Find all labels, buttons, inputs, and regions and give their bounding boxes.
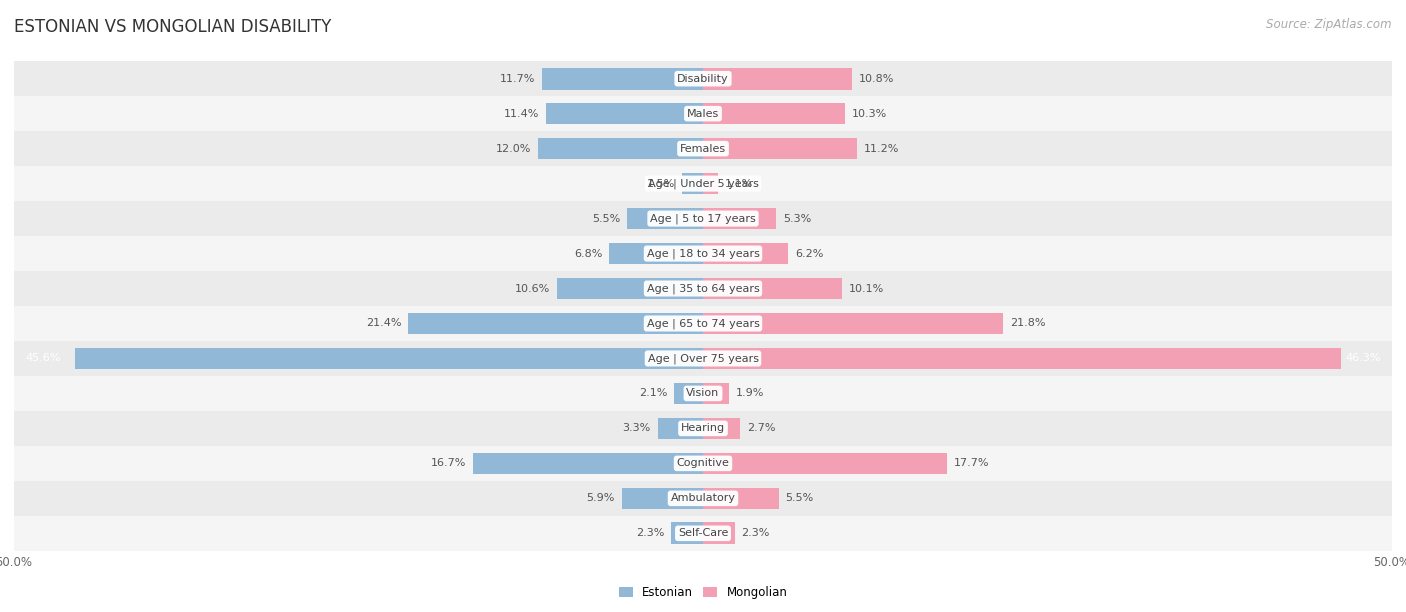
Bar <box>703 243 789 264</box>
Text: 3.3%: 3.3% <box>623 424 651 433</box>
Bar <box>703 278 842 299</box>
Bar <box>703 138 858 160</box>
Text: 2.3%: 2.3% <box>636 528 665 539</box>
Bar <box>671 523 703 544</box>
Text: 12.0%: 12.0% <box>495 144 531 154</box>
Bar <box>14 376 1392 411</box>
Bar <box>609 243 703 264</box>
Text: Hearing: Hearing <box>681 424 725 433</box>
Text: 11.2%: 11.2% <box>865 144 900 154</box>
Bar <box>703 523 735 544</box>
Text: Females: Females <box>681 144 725 154</box>
Text: 1.9%: 1.9% <box>737 389 765 398</box>
Text: Age | 18 to 34 years: Age | 18 to 34 years <box>647 248 759 259</box>
Text: 6.8%: 6.8% <box>574 248 602 258</box>
Bar <box>14 446 1392 481</box>
Bar <box>658 417 703 439</box>
Bar <box>703 348 1341 369</box>
Bar <box>14 516 1392 551</box>
Text: 5.5%: 5.5% <box>786 493 814 503</box>
Text: Vision: Vision <box>686 389 720 398</box>
Bar <box>14 166 1392 201</box>
Bar <box>14 411 1392 446</box>
Bar <box>703 452 946 474</box>
Text: 5.5%: 5.5% <box>592 214 620 223</box>
Text: 5.3%: 5.3% <box>783 214 811 223</box>
Bar <box>703 103 845 124</box>
Text: 10.1%: 10.1% <box>849 283 884 294</box>
Bar <box>14 131 1392 166</box>
Bar <box>682 173 703 195</box>
Legend: Estonian, Mongolian: Estonian, Mongolian <box>614 581 792 603</box>
Bar <box>14 201 1392 236</box>
Bar <box>408 313 703 334</box>
Text: Source: ZipAtlas.com: Source: ZipAtlas.com <box>1267 18 1392 31</box>
Text: 1.1%: 1.1% <box>725 179 754 188</box>
Bar <box>472 452 703 474</box>
Bar <box>14 61 1392 96</box>
Bar <box>703 173 718 195</box>
Text: 2.7%: 2.7% <box>747 424 776 433</box>
Bar <box>541 68 703 89</box>
Text: 17.7%: 17.7% <box>953 458 990 468</box>
Text: Age | 65 to 74 years: Age | 65 to 74 years <box>647 318 759 329</box>
Text: Age | Under 5 years: Age | Under 5 years <box>648 178 758 189</box>
Text: 10.6%: 10.6% <box>515 283 550 294</box>
Bar <box>546 103 703 124</box>
Text: 11.4%: 11.4% <box>503 109 538 119</box>
Text: 10.8%: 10.8% <box>859 73 894 84</box>
Text: Cognitive: Cognitive <box>676 458 730 468</box>
Text: Ambulatory: Ambulatory <box>671 493 735 503</box>
Text: 2.3%: 2.3% <box>741 528 770 539</box>
Text: 2.1%: 2.1% <box>638 389 668 398</box>
Bar <box>703 207 776 230</box>
Text: 21.4%: 21.4% <box>366 318 401 329</box>
Bar <box>703 488 779 509</box>
Bar <box>14 306 1392 341</box>
Text: Self-Care: Self-Care <box>678 528 728 539</box>
Text: 46.3%: 46.3% <box>1346 354 1381 364</box>
Bar <box>673 382 703 405</box>
Bar <box>75 348 703 369</box>
Bar <box>14 481 1392 516</box>
Text: 16.7%: 16.7% <box>430 458 465 468</box>
Bar <box>703 417 740 439</box>
Bar <box>14 341 1392 376</box>
Text: Age | 5 to 17 years: Age | 5 to 17 years <box>650 214 756 224</box>
Bar <box>557 278 703 299</box>
Text: ESTONIAN VS MONGOLIAN DISABILITY: ESTONIAN VS MONGOLIAN DISABILITY <box>14 18 332 36</box>
Text: 10.3%: 10.3% <box>852 109 887 119</box>
Text: 21.8%: 21.8% <box>1011 318 1046 329</box>
Text: Age | Over 75 years: Age | Over 75 years <box>648 353 758 364</box>
Bar <box>627 207 703 230</box>
Bar <box>703 382 730 405</box>
Bar <box>703 68 852 89</box>
Bar <box>537 138 703 160</box>
Text: 6.2%: 6.2% <box>796 248 824 258</box>
Bar <box>14 271 1392 306</box>
Bar <box>621 488 703 509</box>
Bar <box>703 313 1004 334</box>
Bar <box>14 236 1392 271</box>
Text: 1.5%: 1.5% <box>647 179 675 188</box>
Bar <box>14 96 1392 131</box>
Text: 5.9%: 5.9% <box>586 493 614 503</box>
Text: Disability: Disability <box>678 73 728 84</box>
Text: Age | 35 to 64 years: Age | 35 to 64 years <box>647 283 759 294</box>
Text: 11.7%: 11.7% <box>499 73 534 84</box>
Text: 45.6%: 45.6% <box>25 354 60 364</box>
Text: Males: Males <box>688 109 718 119</box>
